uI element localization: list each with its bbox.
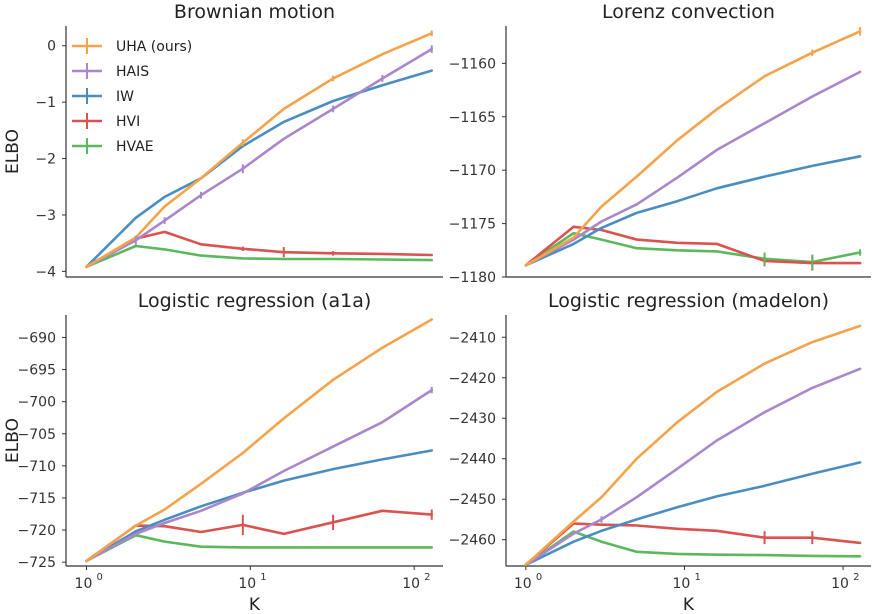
panel-logistic-regression-a1a: Logistic regression (a1a) −690 −695 −700 −70… xyxy=(3,290,443,614)
panel-title: Brownian motion xyxy=(174,1,335,23)
legend: UHA (ours) HAIS IW HVI HVAE xyxy=(72,38,192,155)
y-tick-label: −2440 xyxy=(449,452,496,468)
y-tick-label: −720 xyxy=(18,523,56,539)
series-line-iw xyxy=(524,461,862,567)
y-tick-label: −700 xyxy=(18,395,56,411)
y-tick-label: −1160 xyxy=(449,56,496,72)
series-line-uha-ours xyxy=(524,324,862,567)
series-line-hais xyxy=(524,70,862,267)
legend-label: IW xyxy=(116,89,134,105)
x-tick-label: 10 xyxy=(402,576,420,592)
y-tick-label: −2410 xyxy=(449,330,496,346)
y-tick-label: −2450 xyxy=(449,492,496,508)
legend-label: UHA (ours) xyxy=(116,39,192,55)
series-line-hvae xyxy=(524,231,862,267)
series-line-hais xyxy=(524,367,862,567)
y-tick-label: −2460 xyxy=(449,533,496,549)
y-tick-label: −1175 xyxy=(449,217,496,233)
x-tick-label: 10 xyxy=(514,576,532,592)
series-line-hvi xyxy=(524,522,862,567)
panel-title: Logistic regression (a1a) xyxy=(138,290,372,312)
x-axis-label: K xyxy=(249,595,261,614)
y-tick-label: −690 xyxy=(18,330,56,346)
x-axis-label: K xyxy=(683,595,695,614)
y-tick-label: −1165 xyxy=(449,110,496,126)
x-tick-exponent: 2 xyxy=(853,572,859,583)
y-tick-label: 0 xyxy=(47,39,56,55)
panel-logistic-regression-madelon: Logistic regression (madelon) −2410 −2420 −… xyxy=(449,290,871,614)
y-tick-label: −2 xyxy=(35,152,56,168)
x-tick-label: 10 xyxy=(673,576,691,592)
y-tick-label: −695 xyxy=(18,363,56,379)
series-line-uha-ours xyxy=(524,29,862,267)
x-tick-exponent: 0 xyxy=(536,572,542,583)
legend-item-iw: IW xyxy=(72,88,134,105)
y-tick-label: −715 xyxy=(18,491,56,507)
x-tick-exponent: 2 xyxy=(424,572,430,583)
y-axis-label: ELBO xyxy=(3,418,23,463)
legend-label: HVAE xyxy=(116,139,154,155)
legend-item-hvi: HVI xyxy=(72,113,140,130)
y-tick-label: −710 xyxy=(18,459,56,475)
series-line-iw xyxy=(524,155,862,267)
series-line-hvae xyxy=(524,530,862,567)
y-tick-label: −1180 xyxy=(449,270,496,286)
panel-brownian-motion: Brownian motion 0 −1 −2 −3 −4 ELBO xyxy=(3,1,443,280)
x-tick-label: 10 xyxy=(831,576,849,592)
panel-lorenz-convection: Lorenz convection −1160 −1165 −1170 −1175 −11… xyxy=(449,1,871,286)
series-line-uha-ours xyxy=(85,318,434,563)
series-line-iw xyxy=(85,449,434,563)
y-tick-label: −705 xyxy=(18,427,56,443)
y-tick-label: −3 xyxy=(35,208,56,224)
series-line-hvae xyxy=(85,533,434,563)
legend-label: HVI xyxy=(116,114,140,130)
y-tick-label: −1 xyxy=(35,95,56,111)
x-tick-label: 10 xyxy=(75,576,93,592)
y-tick-label: −4 xyxy=(35,264,56,280)
y-tick-label: −725 xyxy=(18,555,56,571)
y-tick-label: −2420 xyxy=(449,371,496,387)
panel-title: Lorenz convection xyxy=(602,1,775,23)
x-tick-label: 10 xyxy=(238,576,256,592)
x-tick-exponent: 1 xyxy=(694,572,700,583)
series-line-hvae xyxy=(85,244,434,269)
legend-item-hvae: HVAE xyxy=(72,138,154,155)
legend-label: HAIS xyxy=(116,64,149,80)
series-line-hais xyxy=(85,388,434,563)
y-tick-label: −1170 xyxy=(449,163,496,179)
x-tick-exponent: 0 xyxy=(96,572,102,583)
y-tick-label: −2430 xyxy=(449,411,496,427)
legend-item-uha-ours: UHA (ours) xyxy=(72,38,192,55)
y-axis-label: ELBO xyxy=(3,129,23,174)
legend-item-hais: HAIS xyxy=(72,63,149,80)
x-tick-exponent: 1 xyxy=(260,572,266,583)
panel-title: Logistic regression (madelon) xyxy=(548,290,829,312)
